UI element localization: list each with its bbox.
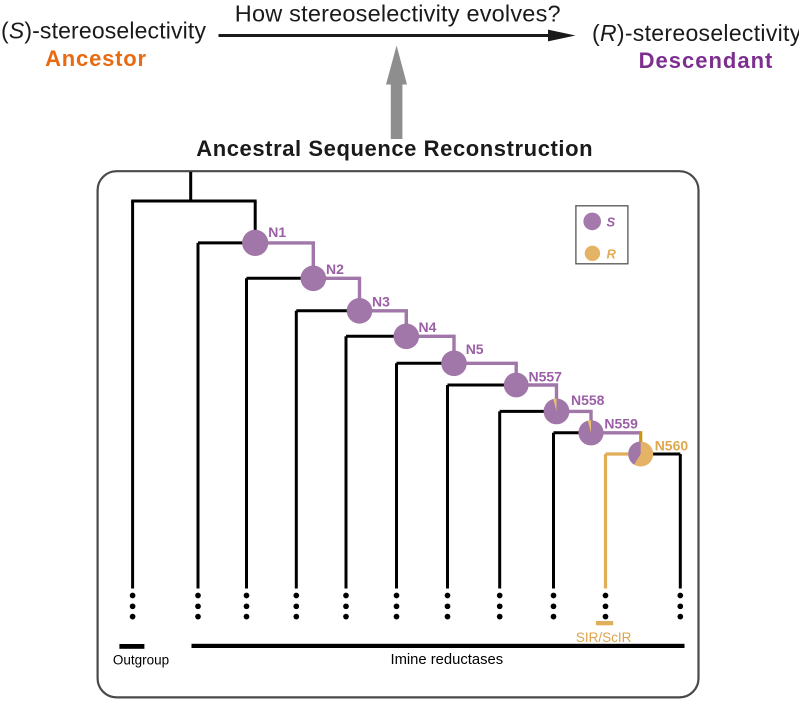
svg-text:N558: N558 <box>571 392 605 408</box>
svg-text:Imine reductases: Imine reductases <box>390 652 503 668</box>
svg-text:SIR/ScIR: SIR/ScIR <box>576 630 632 645</box>
svg-text:N559: N559 <box>604 416 638 432</box>
svg-text:(S)-stereoselectivity: (S)-stereoselectivity <box>1 18 206 44</box>
svg-text:N560: N560 <box>655 438 689 454</box>
svg-text:How stereoselectivity evolves?: How stereoselectivity evolves? <box>235 0 561 26</box>
svg-text:N4: N4 <box>419 319 437 335</box>
svg-text:Ancestral Sequence Reconstruct: Ancestral Sequence Reconstruction <box>196 136 593 161</box>
svg-text:N557: N557 <box>529 369 563 385</box>
svg-text:R: R <box>607 246 617 261</box>
svg-text:N5: N5 <box>466 341 484 357</box>
svg-text:N3: N3 <box>372 293 390 309</box>
svg-text:(R)-stereoselectivity: (R)-stereoselectivity <box>592 20 799 46</box>
svg-text:N2: N2 <box>326 261 344 277</box>
svg-text:Ancestor: Ancestor <box>45 46 147 71</box>
svg-text:Descendant: Descendant <box>639 48 774 73</box>
svg-text:S: S <box>607 214 616 229</box>
svg-text:N1: N1 <box>268 224 286 240</box>
svg-text:Outgroup: Outgroup <box>113 652 169 667</box>
